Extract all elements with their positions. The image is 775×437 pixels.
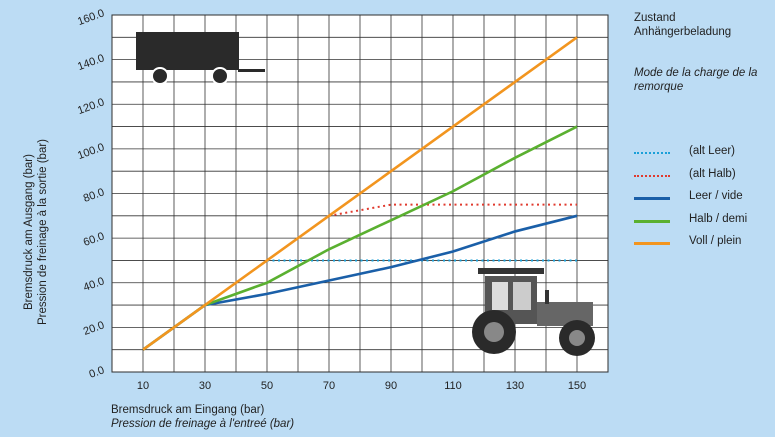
legend-item: (alt Halb) (634, 166, 774, 189)
trailer-icon (136, 32, 265, 85)
x-axis-label: Bremsdruck am Eingang (bar) Pression de … (111, 403, 294, 431)
legend-item: Leer / vide (634, 188, 774, 211)
series-group (142, 36, 578, 351)
legend-label: Leer / vide (689, 190, 743, 202)
series-line-2 (142, 214, 578, 351)
y-axis-label: Bremsdruck am Ausgang (bar) Pression de … (22, 87, 50, 377)
legend: (alt Leer) (alt Halb) Leer / vide Halb / de… (634, 143, 774, 256)
x-tick-label: 50 (260, 380, 274, 392)
y-axis-label-de: Bremsdruck am Ausgang (bar) (23, 154, 35, 310)
legend-swatch (634, 197, 670, 200)
y-axis-label-fr: Pression de freinage à la sortie (bar) (37, 139, 49, 326)
legend-title: Zustand Anhängerbeladung (634, 12, 732, 38)
x-axis-label-fr: Pression de freinage à l'entreé (bar) (111, 418, 295, 430)
tractor-icon (472, 268, 595, 356)
legend-swatch (634, 152, 670, 154)
legend-swatch (634, 174, 670, 177)
grid (111, 14, 609, 373)
legend-swatch (634, 219, 670, 223)
x-tick-label: 90 (384, 380, 398, 392)
x-tick-label: 150 (567, 380, 587, 392)
legend-item: Halb / demi (634, 211, 774, 234)
legend-label: (alt Leer) (689, 145, 736, 157)
legend-item: Voll / plein (634, 233, 774, 256)
x-tick-label: 70 (322, 380, 336, 392)
x-tick-label: 110 (444, 380, 462, 392)
series-line-4 (142, 36, 578, 351)
x-tick-label: 10 (136, 380, 150, 392)
series-line-3 (142, 125, 578, 351)
x-tick-label: 130 (505, 380, 525, 392)
legend-label: (alt Halb) (689, 167, 736, 180)
legend-label: Halb / demi (689, 212, 748, 225)
legend-item: (alt Leer) (634, 143, 774, 166)
x-axis-label-de: Bremsdruck am Eingang (bar) (111, 404, 265, 416)
legend-subtitle: Mode de la charge de la remorque (634, 67, 758, 93)
legend-swatch (634, 242, 670, 245)
legend-label: Voll / plein (689, 235, 742, 247)
x-tick-label: 30 (198, 380, 212, 392)
